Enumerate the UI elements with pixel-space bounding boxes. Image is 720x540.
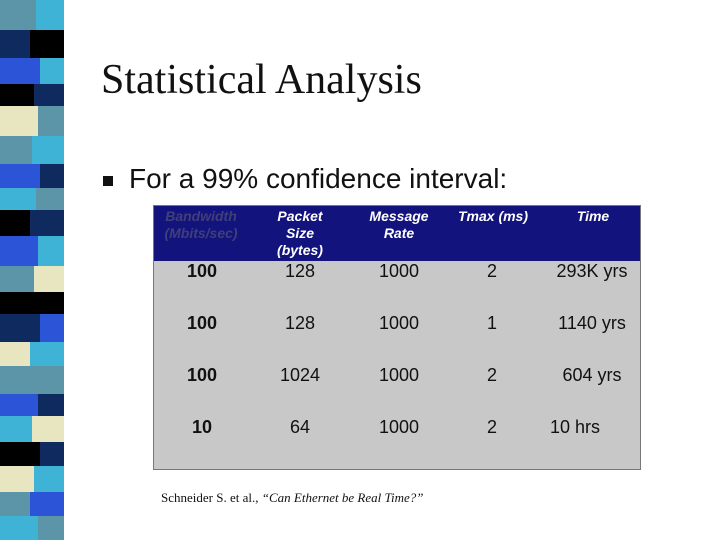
cell-tmax: 1 [486,313,497,333]
citation: Schneider S. et al., “Can Ethernet be Re… [161,490,424,506]
cell-message-rate: 1000 [378,365,420,385]
cell-tmax: 2 [486,365,497,385]
bullet-square-icon [103,176,113,186]
header-message-rate: Message Rate [369,208,429,241]
cell-packet-size: 128 [284,261,316,281]
cell-bandwidth: 100 [186,261,218,281]
cell-tmax: 2 [486,261,497,281]
cell-message-rate: 1000 [378,417,420,437]
citation-title: “Can Ethernet be Real Time?” [261,490,424,505]
header-packet-size: Packet Size (bytes) [277,208,323,258]
header-time: Time [576,208,610,224]
citation-prefix: Schneider S. et al., [161,490,262,505]
results-table: Bandwidth (Mbits/sec) Packet Size (bytes… [153,205,641,470]
cell-time: 1140 yrs [558,313,626,333]
cell-time: 604 yrs [562,365,622,385]
cell-bandwidth: 100 [186,313,218,333]
cell-message-rate: 1000 [378,261,420,281]
header-bandwidth: Bandwidth (Mbits/sec) [164,208,238,241]
decorative-side-stripe [0,0,64,540]
cell-packet-size: 128 [284,313,316,333]
bullet-text: For a 99% confidence interval: [129,163,508,194]
cell-bandwidth: 100 [186,365,218,385]
cell-tmax: 2 [486,417,497,437]
header-tmax: Tmax (ms) [457,208,529,224]
cell-packet-size: 1024 [279,365,321,385]
cell-packet-size: 64 [289,417,311,437]
cell-time: 10 hrs [549,417,601,437]
table-header-row: Bandwidth (Mbits/sec) Packet Size (bytes… [154,206,640,261]
cell-time: 293K yrs [556,261,628,281]
cell-bandwidth: 10 [191,417,213,437]
slide-title: Statistical Analysis [101,57,422,103]
cell-message-rate: 1000 [378,313,420,333]
